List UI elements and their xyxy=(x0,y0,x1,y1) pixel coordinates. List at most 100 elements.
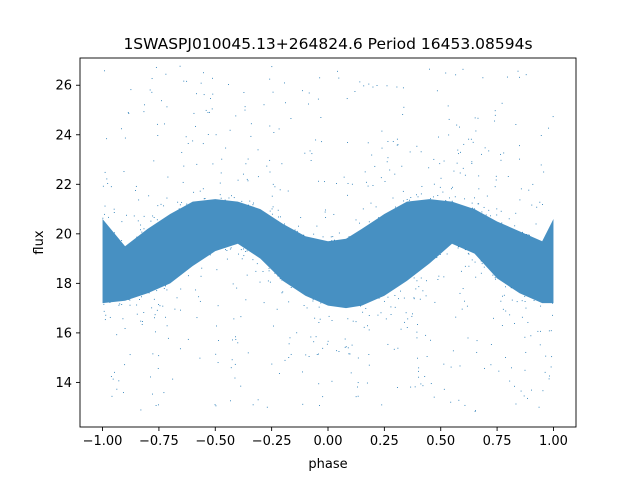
chart-title: 1SWASPJ010045.13+264824.6 Period 16453.0… xyxy=(123,35,532,53)
scatter-point xyxy=(495,175,497,177)
scatter-point xyxy=(351,344,353,346)
scatter-point xyxy=(269,281,271,283)
scatter-point xyxy=(158,355,160,357)
scatter-point xyxy=(357,386,358,388)
scatter-point xyxy=(211,108,213,110)
scatter-point xyxy=(312,298,314,300)
scatter-point xyxy=(106,138,108,140)
light-curve-band xyxy=(102,199,554,309)
x-tick-label: 0.50 xyxy=(426,434,455,449)
scatter-point xyxy=(480,260,482,262)
scatter-point xyxy=(217,362,219,364)
scatter-point xyxy=(230,367,232,369)
scatter-point xyxy=(416,337,418,339)
scatter-point xyxy=(420,193,422,195)
scatter-point xyxy=(522,231,523,233)
scatter-point xyxy=(288,357,290,358)
scatter-point xyxy=(163,205,165,207)
scatter-point xyxy=(347,318,349,320)
scatter-point xyxy=(468,265,470,267)
scatter-point xyxy=(226,258,228,260)
scatter-point xyxy=(102,185,104,187)
scatter-point xyxy=(233,197,235,199)
scatter-point xyxy=(193,112,195,114)
scatter-point xyxy=(232,283,234,285)
scatter-point xyxy=(230,247,232,249)
scatter-point xyxy=(392,197,394,199)
scatter-point xyxy=(233,318,235,320)
scatter-point xyxy=(500,210,502,212)
scatter-point xyxy=(400,290,401,292)
scatter-point xyxy=(345,346,347,348)
scatter-point xyxy=(549,375,550,377)
scatter-point xyxy=(378,297,380,299)
scatter-point xyxy=(438,275,440,277)
scatter-point xyxy=(235,115,237,117)
scatter-point xyxy=(509,314,511,316)
scatter-point xyxy=(383,300,385,302)
scatter-point xyxy=(193,191,195,193)
scatter-point xyxy=(387,343,389,345)
scatter-point xyxy=(165,316,166,318)
scatter-point xyxy=(318,383,320,385)
scatter-point xyxy=(520,390,522,392)
scatter-point xyxy=(207,134,209,135)
scatter-point xyxy=(127,112,129,113)
scatter-point xyxy=(288,301,290,303)
scatter-point xyxy=(405,312,407,314)
scatter-point xyxy=(420,383,422,385)
y-tick-label: 18 xyxy=(55,277,72,292)
scatter-point xyxy=(409,199,410,201)
scatter-point xyxy=(519,76,520,78)
scatter-point xyxy=(462,288,464,290)
scatter-point xyxy=(442,191,444,193)
scatter-point xyxy=(318,353,319,355)
scatter-point xyxy=(240,249,242,251)
scatter-point xyxy=(510,287,512,289)
scatter-point xyxy=(475,276,477,278)
scatter-point xyxy=(393,348,395,350)
scatter-point xyxy=(322,236,324,238)
scatter-point xyxy=(324,209,326,211)
scatter-point xyxy=(128,299,130,300)
scatter-point xyxy=(542,204,543,205)
scatter-point xyxy=(308,356,310,357)
scatter-point xyxy=(457,247,459,249)
scatter-point xyxy=(485,214,487,216)
scatter-point xyxy=(467,337,469,339)
scatter-point xyxy=(205,109,207,111)
scatter-point xyxy=(367,185,369,187)
scatter-point xyxy=(481,263,483,265)
scatter-point xyxy=(367,142,369,144)
scatter-point xyxy=(234,377,236,379)
scatter-point xyxy=(157,205,159,207)
scatter-point xyxy=(347,347,349,349)
scatter-point xyxy=(460,151,461,153)
scatter-point xyxy=(360,305,361,307)
scatter-point xyxy=(107,183,109,184)
scatter-point xyxy=(271,213,273,215)
scatter-point xyxy=(113,212,115,213)
scatter-point xyxy=(471,163,473,164)
scatter-point xyxy=(217,305,219,307)
scatter-point xyxy=(365,181,367,183)
scatter-point xyxy=(416,280,418,282)
scatter-point xyxy=(488,209,490,211)
scatter-point xyxy=(416,331,418,333)
scatter-point xyxy=(457,149,459,151)
scatter-point xyxy=(156,290,158,292)
scatter-point xyxy=(247,180,249,182)
scatter-point xyxy=(274,272,276,274)
scatter-point xyxy=(316,354,318,355)
scatter-point xyxy=(509,380,511,382)
scatter-point xyxy=(515,212,517,214)
scatter-point xyxy=(331,380,333,382)
scatter-point xyxy=(252,404,254,406)
scatter-point xyxy=(136,304,138,306)
scatter-point xyxy=(500,159,502,161)
scatter-point xyxy=(103,310,105,312)
scatter-point xyxy=(474,117,476,119)
scatter-point xyxy=(156,219,158,221)
y-tick-label: 16 xyxy=(55,326,72,341)
scatter-point xyxy=(135,185,137,187)
